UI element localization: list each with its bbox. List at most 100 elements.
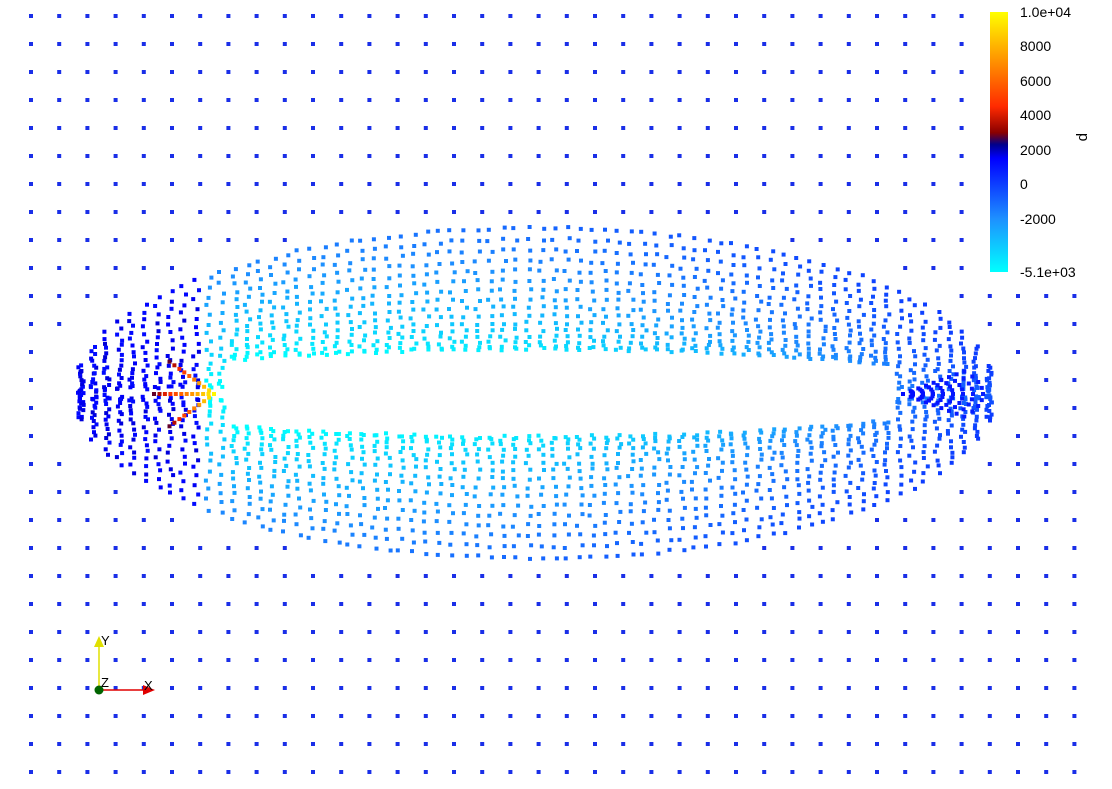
- mesh-point: [703, 443, 708, 448]
- mesh-point: [730, 329, 735, 334]
- mesh-point: [295, 486, 300, 491]
- mesh-point: [668, 234, 673, 239]
- mesh-point: [93, 352, 98, 356]
- mesh-point: [873, 358, 878, 363]
- mesh-point: [217, 270, 221, 274]
- far-field-point: [395, 210, 400, 214]
- mesh-point: [91, 425, 96, 430]
- wake-point: [941, 392, 945, 396]
- mesh-point: [833, 275, 838, 280]
- mesh-point: [437, 440, 441, 445]
- mesh-point: [745, 280, 749, 285]
- mesh-point: [681, 496, 685, 501]
- colorbar-tick-label: 4000: [1020, 107, 1052, 124]
- wake-point: [948, 399, 952, 404]
- mesh-point: [733, 477, 738, 482]
- far-field-point: [621, 602, 626, 606]
- mesh-point: [629, 521, 634, 526]
- mesh-point: [913, 414, 918, 419]
- wake-point: [929, 387, 934, 392]
- mesh-point: [220, 365, 225, 370]
- mesh-point: [959, 341, 963, 346]
- mesh-point: [119, 412, 124, 417]
- far-field-point: [367, 42, 372, 46]
- far-field-point: [903, 154, 908, 158]
- mesh-point: [680, 516, 685, 521]
- mesh-point: [745, 474, 750, 479]
- far-field-point: [536, 182, 541, 186]
- mesh-point: [962, 445, 967, 450]
- mesh-point: [695, 465, 700, 470]
- far-field-point: [846, 126, 851, 130]
- mesh-point: [348, 443, 353, 448]
- far-field-point: [593, 14, 597, 18]
- mesh-point: [320, 461, 325, 465]
- mesh-point: [652, 465, 657, 470]
- mesh-point: [119, 433, 124, 438]
- mesh-point: [79, 414, 84, 419]
- far-field-point: [29, 406, 33, 410]
- mesh-point: [796, 448, 801, 453]
- mesh-point: [258, 321, 263, 326]
- mesh-point: [779, 463, 784, 468]
- mesh-point: [464, 542, 469, 547]
- mesh-point: [821, 354, 826, 359]
- far-field-point: [903, 770, 908, 774]
- mesh-point: [256, 515, 261, 520]
- far-field-point: [480, 210, 485, 214]
- mesh-point: [437, 262, 442, 266]
- mesh-point: [655, 538, 660, 543]
- mesh-point: [344, 485, 349, 490]
- mesh-point: [924, 410, 929, 414]
- mesh-point: [719, 504, 723, 508]
- mesh-point: [744, 244, 749, 249]
- mesh-point: [989, 412, 994, 417]
- mesh-point: [795, 477, 800, 482]
- mesh-point: [848, 354, 853, 359]
- mesh-point: [350, 455, 355, 460]
- mesh-point: [921, 338, 926, 343]
- mesh-point: [654, 243, 659, 248]
- mesh-point: [498, 442, 503, 447]
- mesh-point: [912, 405, 917, 410]
- far-field-point: [170, 42, 174, 46]
- wake-point: [960, 396, 965, 401]
- far-field-point: [198, 602, 203, 606]
- mesh-point: [961, 416, 966, 421]
- mesh-point: [463, 502, 468, 507]
- mesh-point: [345, 248, 350, 253]
- mesh-point: [539, 438, 544, 443]
- mesh-point: [950, 455, 955, 460]
- mesh-point: [181, 496, 186, 501]
- mesh-point: [528, 248, 533, 253]
- mesh-point: [808, 451, 813, 456]
- mesh-point: [872, 333, 877, 338]
- mesh-point: [268, 443, 272, 448]
- mesh-point: [835, 318, 840, 323]
- mesh-point: [768, 515, 773, 520]
- mesh-point: [488, 492, 493, 497]
- mesh-point: [196, 341, 201, 346]
- mesh-point: [295, 318, 300, 323]
- mesh-point: [103, 417, 108, 422]
- far-field-point: [846, 742, 851, 746]
- mesh-point: [461, 438, 466, 443]
- mesh-point: [221, 445, 226, 450]
- mesh-point: [297, 258, 302, 263]
- mesh-point: [657, 457, 662, 462]
- wake-point: [924, 383, 928, 388]
- far-field-point: [1044, 574, 1049, 578]
- mesh-point: [282, 512, 287, 517]
- far-field-point: [959, 98, 964, 102]
- mesh-point: [217, 462, 222, 467]
- mesh-point: [817, 511, 822, 516]
- mesh-point: [948, 330, 953, 335]
- mesh-point: [452, 339, 457, 344]
- mesh-point: [324, 499, 329, 504]
- scalar-colorbar[interactable]: [990, 12, 1008, 272]
- mesh-point: [490, 249, 495, 254]
- far-field-point: [254, 238, 259, 242]
- far-field-point: [170, 266, 174, 270]
